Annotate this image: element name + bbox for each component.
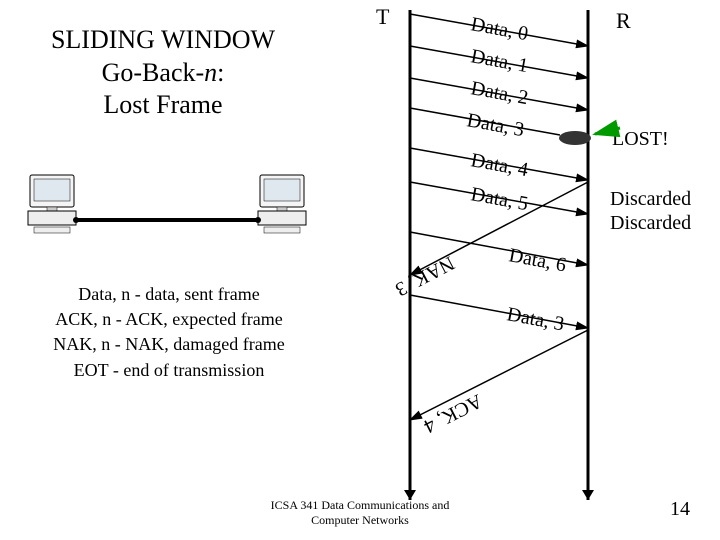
svg-text:Data, 6: Data, 6 [507,244,568,276]
sequence-diagram: Data, 0Data, 1Data, 2Data, 3Data, 4Data,… [0,0,720,540]
svg-text:Data, 2: Data, 2 [469,77,530,109]
svg-text:Data, 0: Data, 0 [469,13,530,45]
svg-text:Data, 3: Data, 3 [465,109,526,141]
svg-text:ACK, 4: ACK, 4 [420,390,485,438]
svg-text:Data, 4: Data, 4 [469,149,530,181]
svg-text:NAK, 3: NAK, 3 [392,252,458,301]
svg-text:Data, 5: Data, 5 [469,183,530,215]
svg-text:Data, 1: Data, 1 [469,45,530,77]
svg-text:Data, 3: Data, 3 [505,303,566,335]
